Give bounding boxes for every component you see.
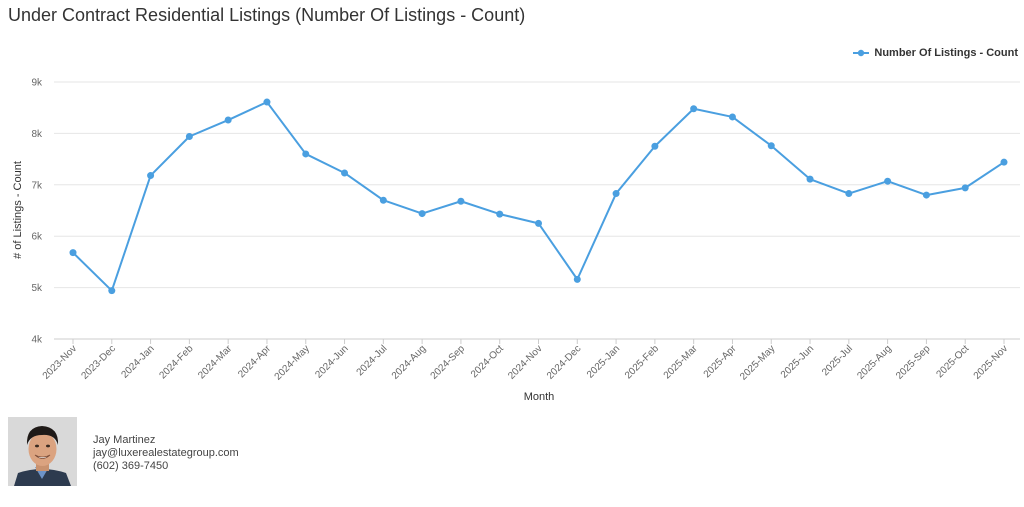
x-tick-label: 2024-Jun	[313, 343, 350, 380]
legend-line-marker-icon	[853, 49, 870, 57]
x-tick-label: 2025-May	[738, 343, 777, 382]
x-tick-label: 2024-May	[273, 343, 312, 382]
data-point	[535, 219, 542, 227]
agent-card: Jay Martinez jay@luxerealestategroup.com…	[8, 417, 239, 486]
data-point	[457, 197, 465, 205]
agent-email[interactable]: jay@luxerealestategroup.com	[93, 447, 239, 459]
chart-title: Under Contract Residential Listings (Num…	[8, 5, 526, 25]
data-point	[922, 191, 930, 199]
data-point	[341, 169, 349, 177]
y-tick-label: 8k	[31, 129, 43, 140]
x-tick-label: 2025-Apr	[702, 343, 739, 380]
data-point	[728, 113, 736, 121]
x-tick-label: 2024-Jul	[355, 343, 390, 378]
data-point	[263, 98, 271, 106]
data-point	[302, 150, 310, 158]
data-point	[108, 287, 116, 295]
agent-phone[interactable]: (602) 369-7450	[93, 460, 169, 472]
data-point	[651, 142, 659, 150]
data-point	[418, 210, 426, 218]
data-point	[573, 275, 581, 283]
legend-label: Number Of Listings - Count	[874, 47, 1018, 59]
x-tick-label: 2023-Dec	[79, 343, 117, 381]
x-tick-label: 2025-Jul	[820, 343, 855, 378]
y-tick-label: 6k	[31, 232, 43, 243]
data-point	[806, 175, 814, 183]
data-point	[1000, 158, 1008, 166]
data-point	[612, 190, 620, 198]
x-tick-label: 2025-Nov	[972, 343, 1010, 381]
data-point	[224, 116, 232, 124]
x-tick-label: 2023-Nov	[41, 343, 79, 381]
data-point	[884, 177, 892, 185]
data-point	[961, 184, 969, 192]
x-axis-title: Month	[524, 391, 555, 403]
x-tick-label: 2024-Aug	[390, 343, 428, 381]
x-tick-label: 2024-Apr	[236, 343, 273, 380]
x-tick-label: 2025-Jan	[585, 343, 622, 380]
x-tick-label: 2024-Sep	[429, 343, 468, 382]
data-point	[69, 249, 77, 257]
chart-legend[interactable]: Number Of Listings - Count	[852, 47, 1018, 59]
agent-avatar	[8, 417, 77, 486]
x-tick-label: 2025-Jun	[779, 343, 816, 380]
x-tick-label: 2024-Feb	[157, 343, 195, 381]
y-tick-label: 5k	[31, 283, 43, 294]
data-point	[496, 210, 504, 218]
series-line	[72, 101, 1005, 292]
y-tick-label: 9k	[31, 78, 43, 89]
y-tick-label: 7k	[31, 180, 43, 191]
x-tick-label: 2025-Mar	[662, 343, 701, 382]
x-tick-label: 2024-Nov	[506, 343, 544, 381]
x-tick-label: 2024-Mar	[196, 343, 235, 382]
y-axis-title: # of Listings - Count	[12, 161, 24, 259]
x-tick-label: 2025-Aug	[855, 343, 893, 381]
x-tick-label: 2024-Oct	[469, 343, 506, 380]
data-point	[379, 196, 387, 204]
agent-name: Jay Martinez	[93, 434, 156, 446]
x-tick-label: 2024-Dec	[545, 343, 583, 381]
x-tick-label: 2025-Sep	[894, 343, 933, 382]
data-point	[147, 172, 155, 180]
x-tick-label: 2025-Oct	[934, 343, 971, 380]
data-point	[185, 132, 193, 140]
data-point	[690, 105, 698, 113]
x-tick-label: 2024-Jan	[119, 343, 156, 380]
y-tick-label: 4k	[31, 335, 43, 346]
data-point	[767, 142, 775, 150]
x-tick-label: 2025-Feb	[623, 343, 661, 381]
data-point	[845, 190, 853, 198]
